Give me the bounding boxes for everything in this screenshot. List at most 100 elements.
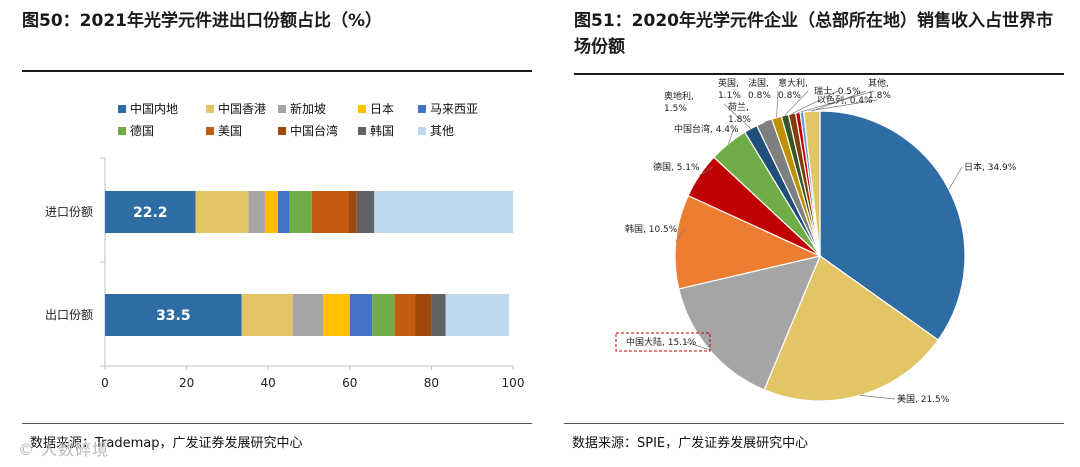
bar-segment bbox=[415, 294, 432, 336]
legend-swatch bbox=[278, 126, 286, 135]
leader-line bbox=[776, 90, 779, 118]
legend-label: 韩国 bbox=[370, 124, 395, 138]
slice-value-label: 0.8% bbox=[778, 91, 801, 101]
legend-item: 中国香港 bbox=[206, 100, 266, 117]
bar-segment bbox=[445, 294, 509, 336]
slice-label: 以色列, 0.4% bbox=[817, 94, 873, 106]
legend-item: 日本 bbox=[358, 100, 394, 117]
legend-swatch bbox=[418, 126, 426, 135]
legend-item: 德国 bbox=[118, 122, 154, 139]
pie-slice bbox=[674, 194, 822, 290]
x-tick-label: 20 bbox=[179, 376, 194, 390]
bar-segment bbox=[241, 294, 293, 336]
legend-swatch bbox=[418, 104, 426, 113]
pie-slice bbox=[819, 110, 966, 341]
slice-label: 美国, 21.5% bbox=[897, 393, 950, 405]
bar-segment bbox=[105, 191, 196, 233]
legend-swatch bbox=[206, 104, 214, 113]
pie-chart: 日本, 34.9% 美国, 21.5% 中国大陆, 15.1% 韩国, 10.5% 德国… bbox=[615, 77, 1017, 405]
legend-label: 日本 bbox=[370, 102, 395, 116]
stacked-bar-chart: 0 20 40 60 80 100 进口份额 22.2 出口份额 33.5 bbox=[45, 157, 524, 390]
leader-line bbox=[811, 90, 867, 112]
legend-label: 中国内地 bbox=[130, 102, 179, 116]
legend-swatch bbox=[278, 104, 286, 113]
legend-item: 美国 bbox=[206, 122, 242, 139]
x-tick-label: 80 bbox=[424, 376, 439, 390]
x-tick-label: 60 bbox=[342, 376, 357, 390]
slice-label: 奥地利, bbox=[664, 90, 694, 102]
legend-item: 韩国 bbox=[358, 122, 394, 139]
leader-line bbox=[728, 128, 735, 144]
slice-value-label: 1.8% bbox=[868, 91, 891, 101]
legend-swatch bbox=[358, 126, 366, 135]
x-tick-label: 40 bbox=[261, 376, 276, 390]
leader-line bbox=[699, 166, 714, 176]
slice-label: 荷兰, bbox=[728, 101, 749, 113]
slice-label: 韩国, 10.5% bbox=[625, 223, 678, 235]
legend-label: 马来西亚 bbox=[430, 102, 479, 116]
legend-swatch bbox=[358, 104, 366, 113]
legend-swatch bbox=[118, 104, 126, 113]
legend-label: 美国 bbox=[218, 124, 243, 138]
figure-51-title: 图51：2020年光学元件企业（总部所在地）销售收入占世界市场份额 bbox=[574, 11, 1053, 57]
title-rule-right bbox=[574, 73, 1064, 75]
legend-label: 中国香港 bbox=[218, 102, 267, 116]
slice-label: 中国大陆, 15.1% bbox=[626, 336, 697, 348]
slice-label: 英国, bbox=[718, 77, 739, 89]
category-label: 出口份额 bbox=[45, 308, 93, 322]
legend-label: 德国 bbox=[130, 124, 155, 138]
legend-label: 其他 bbox=[430, 124, 455, 138]
bar-segment bbox=[289, 191, 312, 233]
leader-line bbox=[859, 395, 896, 400]
data-label: 22.2 bbox=[133, 205, 168, 221]
bar-segment bbox=[277, 191, 290, 233]
bar-segment bbox=[323, 294, 350, 336]
leader-line bbox=[948, 166, 963, 190]
bar-segment bbox=[356, 191, 375, 233]
legend-item: 其他 bbox=[418, 122, 454, 139]
figure-50-source: 数据来源：Trademap，广发证券发展研究中心 bbox=[30, 436, 303, 451]
pie-slice bbox=[678, 255, 822, 391]
bar-segment bbox=[105, 294, 242, 336]
slice-label: 日本, 34.9% bbox=[964, 161, 1017, 173]
leader-line bbox=[791, 90, 839, 115]
legend-item: 中国台湾 bbox=[278, 122, 338, 139]
slice-value-label: 1.5% bbox=[664, 104, 687, 114]
leader-line bbox=[685, 341, 710, 351]
slice-label: 法国, bbox=[748, 77, 769, 89]
source-rule-right bbox=[564, 423, 1064, 424]
slice-label: 瑞士, 0.5% bbox=[814, 85, 861, 97]
figure-50-title: 图50：2021年光学元件进出口份额占比（%） bbox=[22, 11, 383, 31]
leader-line bbox=[723, 103, 751, 129]
data-label: 33.5 bbox=[156, 308, 191, 324]
bar-segment bbox=[311, 191, 349, 233]
slice-value-label: 0.8% bbox=[748, 91, 771, 101]
legend-item: 中国内地 bbox=[118, 100, 178, 117]
legend-swatch bbox=[206, 126, 214, 135]
legend-item: 马来西亚 bbox=[418, 100, 478, 117]
slice-value-label: 1.1% bbox=[718, 91, 741, 101]
bar-segment bbox=[394, 294, 416, 336]
bar-segment bbox=[292, 294, 324, 336]
highlight-box bbox=[615, 332, 711, 352]
slice-value-label: 1.8% bbox=[728, 115, 751, 125]
bar-segment bbox=[374, 191, 513, 233]
bar-segment bbox=[264, 191, 278, 233]
slice-label: 德国, 5.1% bbox=[653, 161, 700, 173]
bar-segment bbox=[349, 294, 373, 336]
bar-segment bbox=[372, 294, 395, 336]
bar-segment bbox=[348, 191, 357, 233]
slice-label: 意大利, bbox=[778, 77, 808, 89]
bar-segment bbox=[431, 294, 446, 336]
category-label: 进口份额 bbox=[45, 205, 93, 219]
legend-item: 新加坡 bbox=[278, 100, 326, 117]
bar-segment bbox=[248, 191, 265, 233]
right-panel: 图51：2020年光学元件企业（总部所在地）销售收入占世界市场份额 日本, 34… bbox=[552, 0, 1080, 467]
watermark: © 人数碎境 bbox=[18, 440, 110, 459]
left-panel: 图50：2021年光学元件进出口份额占比（%） 中国内地 中国香港 新加坡 日本 马来西… bbox=[18, 11, 532, 459]
legend-label: 新加坡 bbox=[290, 102, 327, 116]
slice-label: 其他, bbox=[868, 77, 889, 89]
leader-line bbox=[675, 228, 686, 242]
x-tick-label: 0 bbox=[101, 376, 109, 390]
figure-51-source: 数据来源：SPIE，广发证券发展研究中心 bbox=[572, 436, 809, 451]
